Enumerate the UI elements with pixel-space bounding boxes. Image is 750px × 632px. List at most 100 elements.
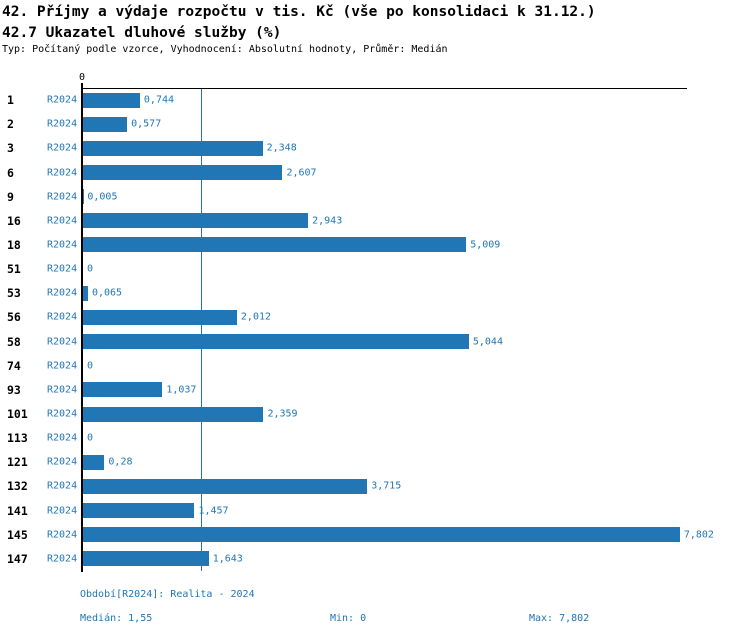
x-axis-line — [81, 88, 687, 89]
row-category-label: 16 — [7, 213, 21, 228]
bar — [83, 140, 263, 156]
footer-period-label: Období[R2024]: Realita - 2024 — [80, 589, 255, 600]
row-series-label: R2024 — [47, 432, 78, 444]
chart-row: 9 R2024 0,005 — [0, 185, 750, 209]
row-series-label: R2024 — [47, 553, 78, 565]
chart-title-line1: 42. Příjmy a výdaje rozpočtu v tis. Kč (… — [2, 4, 596, 20]
row-series-label: R2024 — [47, 456, 78, 468]
chart-row: 113 R2024 0 — [0, 426, 750, 450]
bar-value-label: 0,065 — [91, 287, 123, 299]
row-series-label: R2024 — [47, 408, 78, 420]
row-category-label: 53 — [7, 286, 21, 301]
bar — [83, 116, 128, 132]
row-series-label: R2024 — [47, 311, 78, 323]
chart-row: 141 R2024 1,457 — [0, 499, 750, 523]
row-series-label: R2024 — [47, 336, 78, 348]
bar — [83, 309, 237, 325]
row-category-label: 141 — [7, 503, 28, 518]
bar — [83, 527, 680, 543]
bar-value-label: 2,012 — [240, 311, 272, 323]
bar — [83, 551, 209, 567]
bar-value-label: 0 — [87, 263, 94, 275]
chart-row: 93 R2024 1,037 — [0, 378, 750, 402]
row-category-label: 145 — [7, 527, 28, 542]
chart-row: 74 R2024 0 — [0, 354, 750, 378]
row-category-label: 121 — [7, 455, 28, 470]
row-series-label: R2024 — [47, 215, 78, 227]
row-series-label: R2024 — [47, 384, 78, 396]
bar-value-label: 2,607 — [286, 167, 317, 178]
row-series-label: R2024 — [47, 167, 78, 178]
chart-row: 1 R2024 0,744 — [0, 88, 750, 112]
chart-row: 132 R2024 3,715 — [0, 474, 750, 498]
chart-row: 6 R2024 2,607 — [0, 160, 750, 184]
bar-value-label: 2,359 — [267, 408, 298, 420]
bar-value-label: 5,009 — [470, 239, 501, 251]
row-category-label: 93 — [7, 382, 21, 397]
bar-value-label: 0 — [87, 432, 94, 444]
bar-value-label: 1,457 — [198, 505, 229, 517]
row-category-label: 9 — [7, 189, 14, 204]
row-category-label: 3 — [7, 141, 14, 156]
row-series-label: R2024 — [47, 118, 78, 130]
bar — [83, 213, 309, 229]
bar — [83, 165, 283, 180]
row-series-label: R2024 — [47, 142, 78, 154]
bar — [83, 454, 105, 470]
bar-value-label: 2,348 — [266, 142, 297, 154]
chart-row: 101 R2024 2,359 — [0, 402, 750, 426]
chart-row: 145 R2024 7,802 — [0, 523, 750, 547]
bar — [83, 237, 467, 253]
chart-row: 53 R2024 0,065 — [0, 281, 750, 305]
row-category-label: 113 — [7, 431, 28, 446]
row-category-label: 56 — [7, 310, 21, 325]
row-series-label: R2024 — [47, 287, 78, 299]
bar-value-label: 3,715 — [371, 480, 402, 492]
chart-row: 56 R2024 2,012 — [0, 305, 750, 329]
chart-title-line2: 42.7 Ukazatel dluhové služby (%) — [2, 25, 282, 41]
row-category-label: 74 — [7, 358, 21, 373]
bar — [83, 285, 88, 301]
bar — [83, 334, 469, 350]
chart-row: 58 R2024 5,044 — [0, 330, 750, 354]
bar-value-label: 7,802 — [683, 529, 714, 541]
chart-row: 18 R2024 5,009 — [0, 233, 750, 257]
bar-value-label: 2,943 — [312, 215, 343, 227]
median-reference-line — [200, 89, 202, 571]
chart-row: 3 R2024 2,348 — [0, 136, 750, 160]
bar — [83, 382, 163, 398]
bar — [83, 92, 140, 108]
bar — [83, 503, 195, 519]
row-series-label: R2024 — [47, 191, 78, 203]
bar-value-label: 0,28 — [108, 456, 133, 468]
row-category-label: 101 — [7, 407, 28, 421]
row-series-label: R2024 — [47, 480, 78, 492]
row-series-label: R2024 — [47, 529, 78, 541]
row-series-label: R2024 — [47, 360, 78, 372]
y-axis-line — [81, 83, 83, 572]
x-axis-zero-tick-label: 0 — [78, 72, 86, 83]
chart-subtitle: Typ: Počítaný podle vzorce, Vyhodnocení:… — [2, 44, 448, 55]
row-series-label: R2024 — [47, 239, 78, 251]
footer-median-label: Medián: 1,55 — [80, 613, 153, 624]
footer-min-label: Min: 0 — [330, 613, 367, 624]
bar-value-label: 1,643 — [212, 553, 243, 565]
footer-max-label: Max: 7,802 — [529, 613, 590, 624]
row-category-label: 147 — [7, 551, 28, 566]
row-category-label: 2 — [7, 117, 14, 132]
bar — [83, 406, 264, 422]
bar-value-label: 0,744 — [143, 94, 175, 106]
chart-row: 2 R2024 0,577 — [0, 112, 750, 136]
row-category-label: 1 — [7, 93, 14, 108]
row-series-label: R2024 — [47, 94, 78, 106]
row-category-label: 132 — [7, 479, 28, 494]
row-category-label: 58 — [7, 334, 21, 349]
bar — [83, 478, 368, 494]
chart-row: 121 R2024 0,28 — [0, 450, 750, 474]
row-category-label: 18 — [7, 237, 21, 252]
chart-row: 16 R2024 2,943 — [0, 209, 750, 233]
row-category-label: 6 — [7, 165, 14, 180]
chart-row: 147 R2024 1,643 — [0, 547, 750, 571]
bar-value-label: 1,037 — [166, 384, 197, 396]
